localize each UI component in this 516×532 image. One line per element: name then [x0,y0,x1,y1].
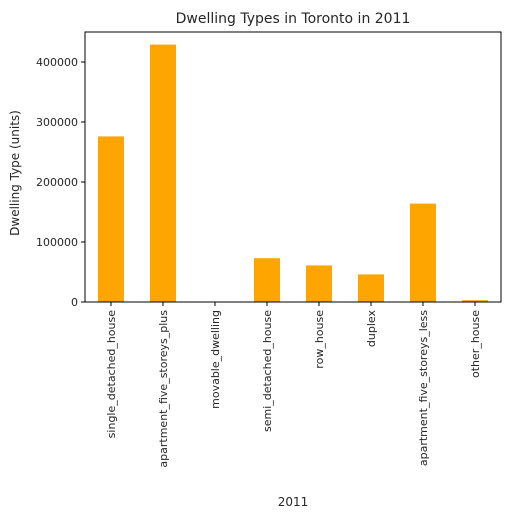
bars-layer [98,45,488,302]
y-tick-label: 200000 [36,176,78,189]
y-tick-label: 0 [71,296,78,309]
x-tick-label: row_house [313,310,326,369]
bar [150,45,176,302]
x-tick-label: apartment_five_storeys_less [417,310,430,466]
x-tick-label: movable_dwelling [209,310,222,409]
y-axis-label: Dwelling Type (units) [8,110,22,236]
bar [410,204,436,302]
y-tick-label: 400000 [36,56,78,69]
x-tick-label: apartment_five_storeys_plus [157,310,170,468]
plot-frame [85,32,501,302]
x-tick-label: duplex [365,310,378,348]
x-tick-label: other_house [469,310,482,378]
chart-title: Dwelling Types in Toronto in 2011 [176,11,411,27]
bar [254,258,280,302]
x-axis-label: 2011 [278,495,309,509]
x-tick-label: single_detached_house [105,310,118,439]
x-tick-label: semi_detached_house [261,310,274,432]
bar [358,274,384,302]
y-tick-label: 300000 [36,116,78,129]
bar [306,265,332,302]
y-tick-label: 100000 [36,236,78,249]
bar [98,136,124,302]
